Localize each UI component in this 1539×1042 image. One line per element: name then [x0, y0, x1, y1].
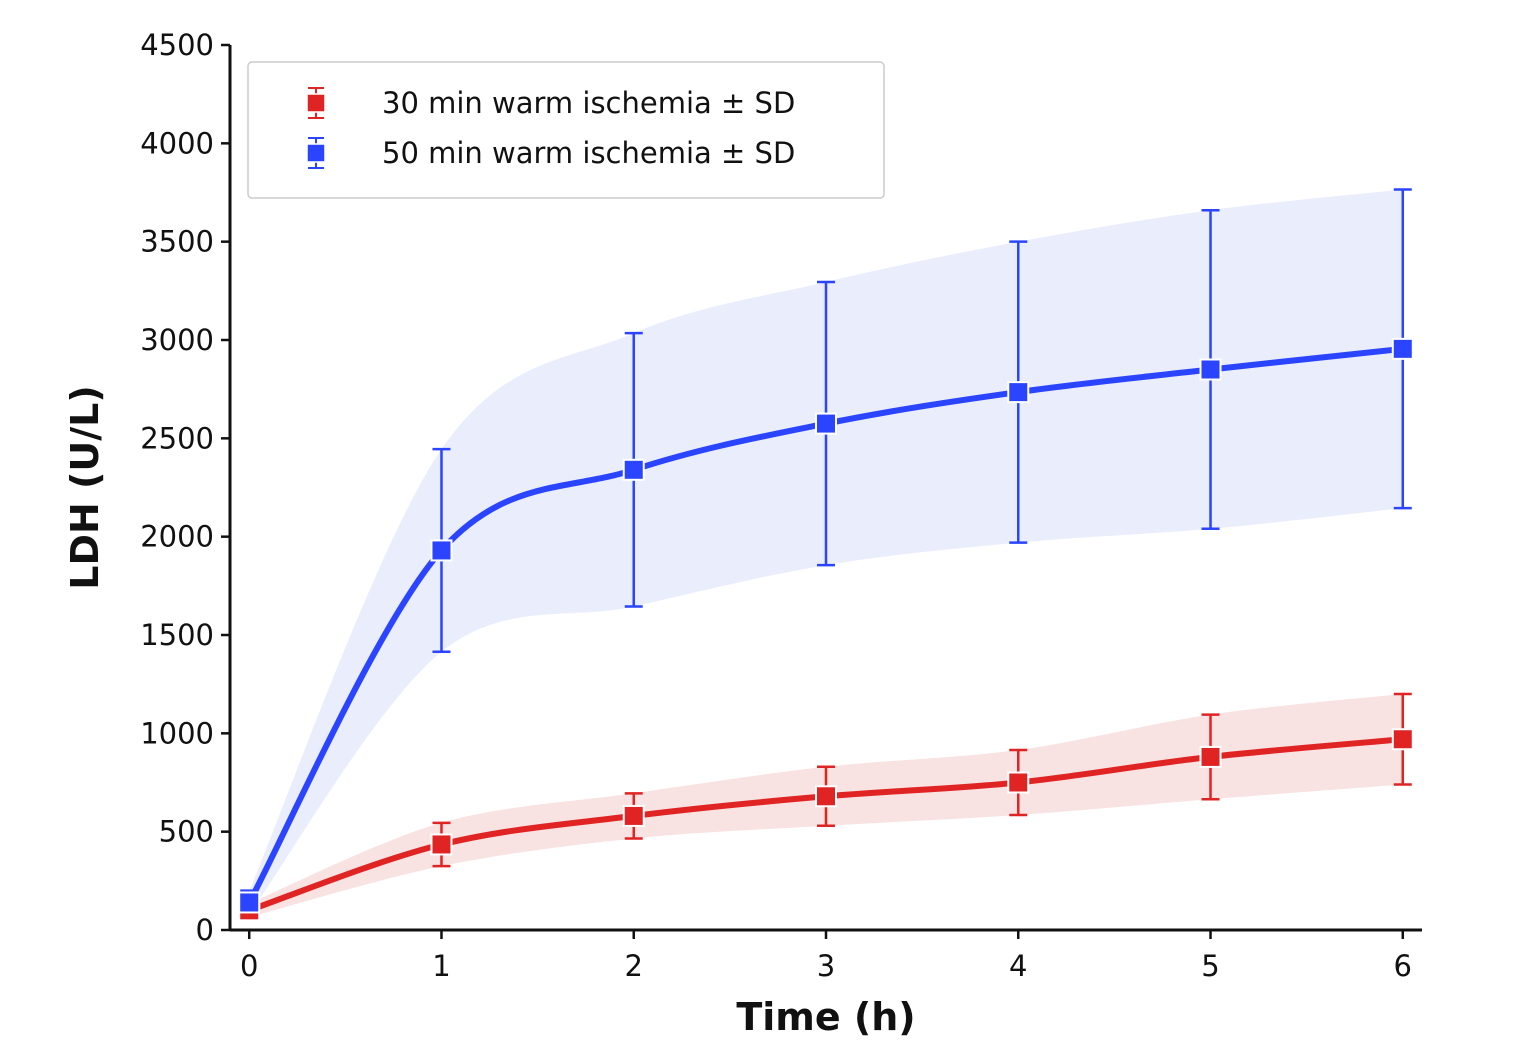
data-point-marker [430, 539, 453, 562]
x-tick-label: 2 [625, 949, 643, 983]
x-tick-label: 6 [1394, 949, 1412, 983]
data-point-marker [1199, 358, 1222, 381]
data-point-marker [1391, 728, 1414, 751]
data-point-marker [1391, 337, 1414, 360]
y-tick-label: 1000 [140, 716, 214, 750]
axes: 0 500 1000 1500 2000 2500 3000 3500 4000 4500 0 1 2 3… [140, 28, 1422, 983]
y-tick-label: 4000 [140, 126, 214, 160]
data-point-marker [815, 785, 837, 808]
y-tick-label: 1500 [140, 618, 214, 652]
data-point-marker [430, 833, 453, 856]
x-tick-label: 4 [1009, 949, 1027, 983]
data-point-marker [815, 412, 837, 435]
y-tick-label: 4500 [140, 28, 214, 62]
x-tick-label: 1 [432, 949, 450, 983]
y-tick-label: 3500 [140, 225, 214, 259]
legend: 30 min warm ischemia ± SD 50 min warm isc… [247, 61, 885, 199]
y-tick-label: 500 [159, 815, 214, 849]
y-tick-label: 2000 [140, 520, 214, 554]
x-tick-label: 3 [817, 949, 835, 983]
data-point-marker [1199, 745, 1222, 768]
x-tick-label: 0 [240, 949, 258, 983]
y-tick-label: 0 [196, 913, 214, 947]
data-point-marker [622, 458, 645, 481]
y-axis-title: LDH (U/L) [63, 385, 107, 589]
x-tick-label: 5 [1201, 949, 1219, 983]
data-point-marker [1007, 771, 1030, 794]
legend-label-0: 30 min warm ischemia ± SD [382, 86, 795, 120]
data-point-marker [1007, 381, 1030, 404]
legend-box [247, 61, 885, 199]
legend-marker-1 [306, 143, 326, 163]
data-markers [238, 337, 1414, 922]
legend-label-1: 50 min warm ischemia ± SD [382, 136, 795, 170]
legend-marker-0 [306, 93, 326, 113]
x-axis-title: Time (h) [736, 995, 915, 1037]
y-tick-label: 3000 [140, 323, 214, 357]
data-point-marker [238, 891, 261, 914]
y-tick-label: 2500 [140, 421, 214, 455]
data-point-marker [622, 804, 645, 827]
